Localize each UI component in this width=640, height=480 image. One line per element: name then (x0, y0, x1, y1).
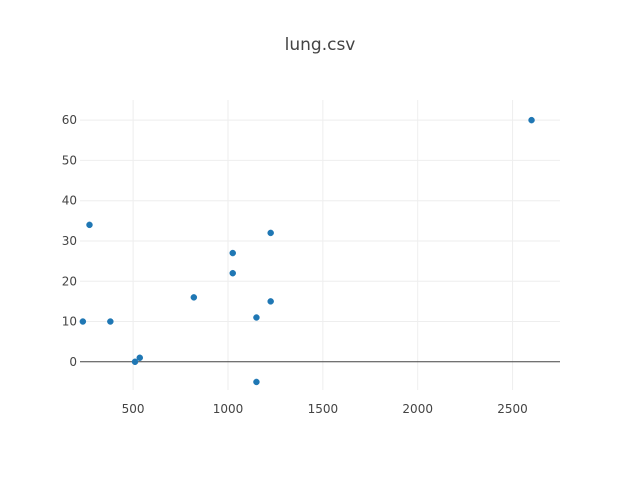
y-tick-label: 60 (62, 113, 77, 127)
chart-title: lung.csv (285, 35, 356, 55)
data-point (136, 354, 144, 362)
data-point (79, 318, 87, 325)
y-tick-label: 50 (62, 153, 77, 167)
y-tick-label: 0 (69, 355, 77, 369)
x-tick-label: 2000 (402, 402, 433, 416)
grid (80, 100, 560, 390)
data-point (253, 314, 260, 321)
data-point (267, 229, 274, 237)
y-tick-label: 30 (62, 234, 77, 248)
x-tick-label: 2500 (497, 402, 528, 416)
data-points (79, 116, 535, 386)
data-point (190, 294, 198, 301)
x-tick-label: 500 (122, 402, 145, 416)
tick-labels: 500 1000 1500 2000 2500 0 10 20 30 40 50 60 (62, 113, 528, 416)
y-tick-label: 40 (62, 194, 77, 208)
data-point (267, 298, 274, 305)
y-tick-label: 10 (62, 315, 77, 329)
data-point (229, 249, 236, 257)
data-point (528, 116, 535, 124)
y-tick-label: 20 (62, 274, 77, 288)
data-point (131, 358, 139, 366)
data-point (229, 269, 236, 277)
data-point (107, 318, 114, 325)
x-tick-label: 1000 (213, 402, 244, 416)
data-point (253, 378, 260, 386)
data-point (86, 221, 93, 229)
x-tick-label: 1500 (308, 402, 339, 416)
